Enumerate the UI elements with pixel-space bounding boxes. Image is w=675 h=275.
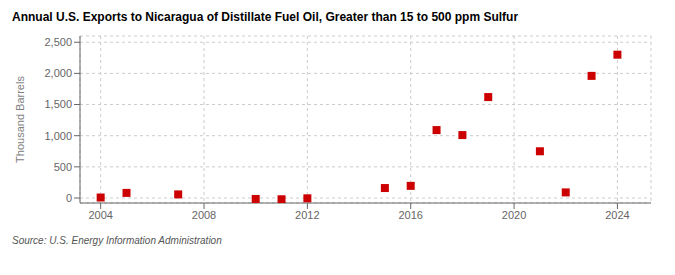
html-text:Annual U.S. Exports to Nicarag: Annual U.S. Exports to Nicaragua of Dist… (12, 10, 519, 24)
svg-text:2008: 2008 (192, 209, 216, 221)
svg-text:2004: 2004 (88, 209, 112, 221)
svg-text:Thousand Barrels: Thousand Barrels (14, 76, 26, 163)
svg-text:2,000: 2,000 (44, 67, 72, 79)
svg-text:2012: 2012 (295, 209, 319, 221)
svg-text:500: 500 (54, 161, 72, 173)
svg-text:1,500: 1,500 (44, 98, 72, 110)
svg-text:2024: 2024 (605, 209, 629, 221)
svg-text:1,000: 1,000 (44, 130, 72, 142)
svg-text:2,500: 2,500 (44, 36, 72, 48)
svg-text:2020: 2020 (502, 209, 526, 221)
html-text:Source: U.S. Energy Informatio: Source: U.S. Energy Information Administ… (12, 235, 222, 246)
svg-text:0: 0 (66, 192, 72, 204)
svg-text:2016: 2016 (398, 209, 422, 221)
